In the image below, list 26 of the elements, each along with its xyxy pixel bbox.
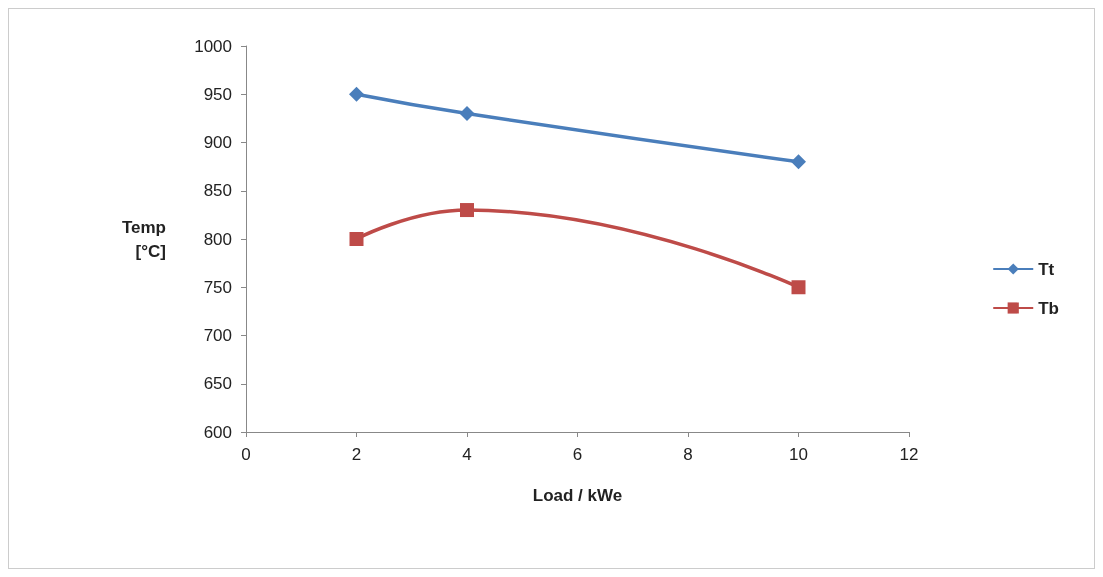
y-tick-label: 1000 [194,36,232,56]
x-tick-label: 4 [462,445,472,464]
x-tick-label: 12 [899,445,919,464]
y-tick-label: 600 [203,422,232,442]
legend-label: Tt [1038,259,1055,279]
point [791,280,806,295]
y-tick-label: 800 [203,229,232,249]
x-tick-label: 6 [572,445,583,464]
y-tick-label: 850 [203,181,232,201]
y-tick-label: 650 [203,374,232,394]
x-tick-label: 8 [683,445,693,464]
point [349,232,364,246]
y-tick-label: 900 [203,133,232,152]
x-tick-label: 10 [789,445,808,464]
y-tick-label: 750 [203,277,232,297]
x-tick-label: 0 [241,445,251,464]
y-axis-title: Temp [°C] [121,217,166,261]
point [791,154,806,170]
point [459,106,475,122]
x-tick-label: 2 [351,445,362,464]
legend-label: Tb [1038,298,1060,318]
point [460,203,474,218]
point [349,86,364,102]
y-tick-label: 700 [203,326,232,345]
x-axis-title: Load / kWe [532,486,623,505]
y-tick-label: 950 [203,84,232,104]
